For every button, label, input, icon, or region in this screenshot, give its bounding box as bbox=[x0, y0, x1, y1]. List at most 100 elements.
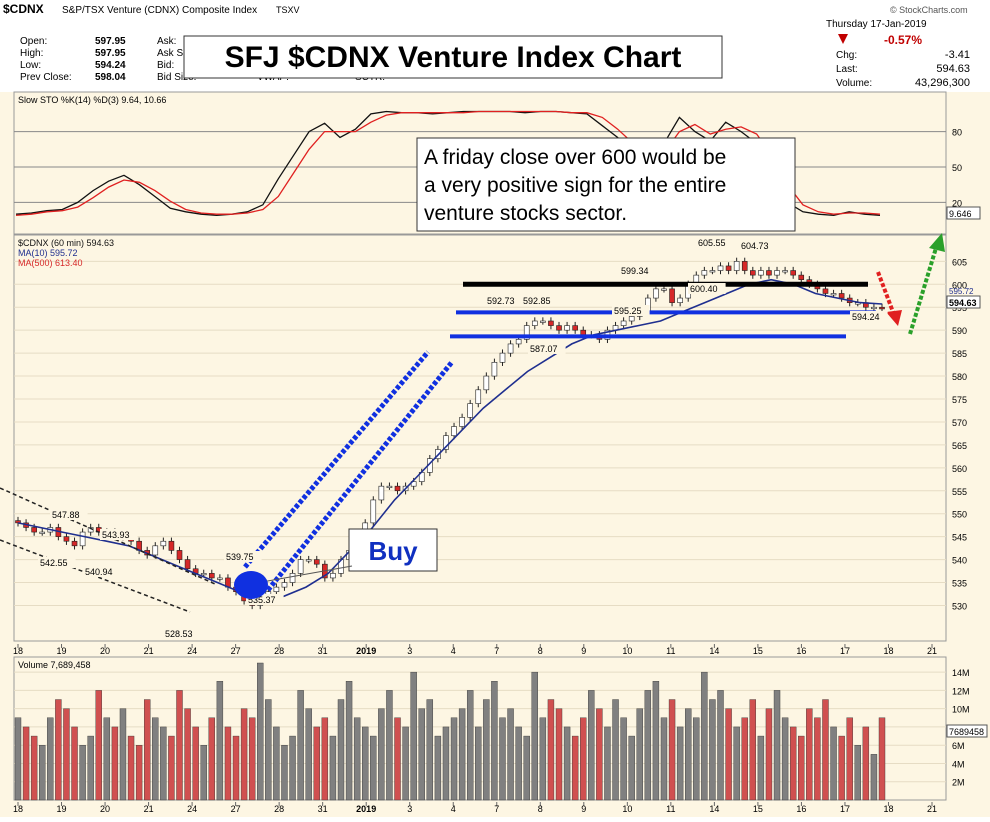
header-field-value: 598.04 bbox=[95, 72, 126, 83]
header-field-label: Open: bbox=[20, 36, 47, 47]
price-x-axis-label: 18 bbox=[13, 646, 23, 656]
price-annotation: 528.53 bbox=[165, 629, 193, 639]
price-x-axis-label: 17 bbox=[840, 646, 850, 656]
volume-bar bbox=[676, 726, 684, 801]
annotation-bg bbox=[528, 343, 566, 354]
volume-bar bbox=[822, 699, 829, 801]
price-annotation: 599.34 bbox=[621, 266, 649, 276]
candle-body bbox=[330, 573, 336, 579]
arrow-up-shaft bbox=[908, 247, 938, 335]
price-annotation: 592.85 bbox=[523, 296, 551, 306]
volume-bar bbox=[168, 735, 175, 801]
volume-bar bbox=[539, 717, 547, 801]
uptrend-upper bbox=[243, 350, 430, 569]
price-x-axis-label: 28 bbox=[274, 646, 284, 656]
candle-body bbox=[564, 325, 570, 331]
price-x-axis-label: 9 bbox=[581, 646, 586, 656]
candle-body bbox=[661, 288, 667, 291]
exchange: TSXV bbox=[276, 5, 300, 15]
buy-box bbox=[348, 528, 438, 572]
price-tick-label: 590 bbox=[952, 326, 967, 336]
price-tick-label: 585 bbox=[952, 349, 967, 359]
volume-x-axis-label: 7 bbox=[494, 804, 499, 814]
candle-body bbox=[15, 520, 21, 524]
header-right-value: 43,296,300 bbox=[915, 77, 970, 89]
candle-body bbox=[305, 559, 312, 562]
volume-bar bbox=[434, 735, 442, 801]
volume-bar bbox=[685, 708, 692, 801]
title-box bbox=[183, 35, 723, 79]
comment-line-1: A friday close over 600 would be bbox=[424, 146, 726, 169]
last-price-box bbox=[946, 295, 981, 309]
volume-bar bbox=[386, 690, 393, 801]
header-right-label: Last: bbox=[836, 64, 858, 75]
volume-bar bbox=[63, 708, 70, 801]
volume-bar bbox=[483, 699, 490, 801]
volume-bar bbox=[596, 708, 603, 801]
volume-tick-label: 14M bbox=[952, 668, 970, 678]
volume-x-axis-label: 18 bbox=[13, 804, 23, 814]
candle-body bbox=[208, 573, 215, 579]
volume-bar bbox=[765, 708, 773, 801]
volume-bar bbox=[426, 699, 434, 801]
volume-bar bbox=[628, 735, 635, 801]
price-annotation: 539.75 bbox=[226, 552, 254, 562]
brand: © StockCharts.com bbox=[890, 5, 968, 15]
price-x-axis-label: 19 bbox=[57, 646, 67, 656]
volume-bar bbox=[507, 708, 514, 801]
header-right-value: -3.41 bbox=[945, 49, 970, 61]
candle-body bbox=[313, 559, 320, 565]
volume-last-value: 7689458 bbox=[949, 727, 984, 737]
volume-x-axis-label: 18 bbox=[883, 804, 893, 814]
volume-bar bbox=[854, 745, 861, 801]
candle-body bbox=[168, 540, 175, 551]
header-field-value: 594.24 bbox=[95, 60, 126, 71]
header-mid-label: Bid: bbox=[157, 60, 174, 71]
buy-label: Buy bbox=[368, 536, 418, 566]
volume-x-axis-label: 16 bbox=[796, 804, 806, 814]
volume-x-axis-label: 21 bbox=[927, 804, 937, 814]
volume-bar bbox=[846, 717, 853, 801]
annotation-bg bbox=[612, 305, 650, 316]
uptrend-lower bbox=[266, 360, 454, 592]
downtrend-upper bbox=[0, 487, 216, 585]
candle-body bbox=[790, 270, 796, 276]
volume-bar bbox=[160, 726, 167, 801]
price-tick-label: 605 bbox=[952, 257, 967, 267]
candle-body bbox=[669, 288, 675, 303]
volume-tick-label: 12M bbox=[952, 686, 970, 696]
price-panel: 6056005955905855805755705655605555505455… bbox=[0, 233, 981, 642]
price-legend-1: MA(10) 595.72 bbox=[18, 248, 78, 258]
candle-body bbox=[572, 325, 578, 331]
volume-bar bbox=[442, 726, 450, 801]
volume-panel: Volume 7,689,45814M12M10M8M6M4M2M7689458 bbox=[13, 656, 988, 801]
volume-bar bbox=[47, 717, 54, 801]
price-x-axis-label: 14 bbox=[709, 646, 719, 656]
ma10-value-label: 595.72 bbox=[949, 287, 974, 296]
volume-bar bbox=[216, 681, 224, 801]
candle-body bbox=[677, 297, 683, 303]
candle-body bbox=[733, 261, 740, 271]
volume-bar bbox=[862, 726, 870, 801]
price-x-axis-label: 18 bbox=[883, 646, 893, 656]
volume-x-axis-label: 2019 bbox=[356, 804, 376, 814]
price-tick-label: 600 bbox=[952, 280, 967, 290]
volume-bar bbox=[297, 690, 304, 801]
comment-line-3: venture stocks sector. bbox=[424, 202, 627, 225]
candle-body bbox=[709, 270, 716, 273]
annotation-bg bbox=[688, 283, 726, 294]
price-annotation: 595.25 bbox=[614, 306, 642, 316]
volume-bar bbox=[152, 717, 159, 801]
arrow-up-head bbox=[929, 233, 945, 252]
volume-bar bbox=[830, 726, 837, 801]
volume-bar bbox=[781, 717, 789, 801]
volume-bar bbox=[789, 726, 797, 801]
volume-bar bbox=[321, 717, 329, 801]
candle-body bbox=[459, 417, 465, 427]
candle-body bbox=[31, 527, 37, 533]
volume-bar bbox=[265, 699, 272, 801]
sto-last-value-box bbox=[946, 206, 981, 220]
price-tick-label: 545 bbox=[952, 533, 967, 543]
volume-bar bbox=[515, 726, 522, 801]
candle-body bbox=[758, 270, 764, 276]
